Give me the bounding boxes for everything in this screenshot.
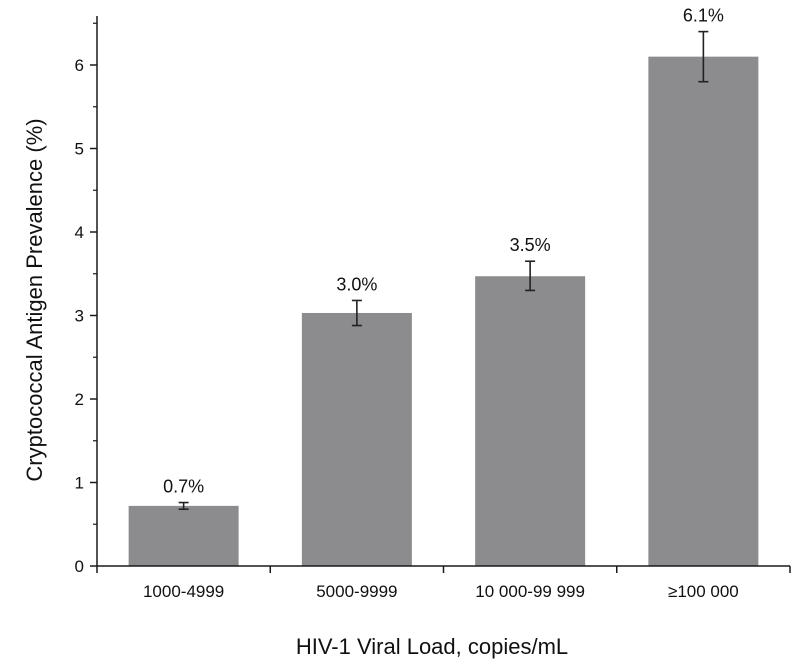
y-tick-label: 0 — [75, 557, 84, 576]
data-label: 0.7% — [163, 477, 204, 497]
data-labels: 0.7% 3.0% 3.5% 6.1% — [163, 6, 724, 497]
bar — [648, 56, 759, 567]
x-tick-label: 1000-4999 — [143, 582, 224, 601]
x-tick-label: 10 000-99 999 — [475, 582, 585, 601]
x-axis: 1000-4999 5000-9999 10 000-99 999 ≥100 000 — [96, 565, 791, 601]
y-tick-label: 6 — [75, 56, 84, 75]
y-axis: 0 1 2 3 4 5 6 — [75, 16, 98, 576]
y-tick-label: 4 — [75, 223, 84, 242]
data-label: 3.5% — [510, 235, 551, 255]
bar — [475, 276, 586, 566]
bar — [301, 312, 412, 566]
bar — [128, 505, 239, 566]
x-axis-title: HIV-1 Viral Load, copies/mL — [296, 634, 568, 659]
y-tick-label: 5 — [75, 140, 84, 159]
bars — [128, 56, 759, 567]
data-label: 6.1% — [683, 6, 724, 26]
y-tick-label: 2 — [75, 390, 84, 409]
y-tick-label: 1 — [75, 474, 84, 493]
y-tick-label: 3 — [75, 307, 84, 326]
y-axis-title: Cryptococcal Antigen Prevalence (%) — [22, 118, 47, 481]
error-bars — [178, 30, 709, 511]
data-label: 3.0% — [336, 274, 377, 294]
x-tick-label: ≥100 000 — [668, 582, 739, 601]
x-tick-label: 5000-9999 — [316, 582, 397, 601]
